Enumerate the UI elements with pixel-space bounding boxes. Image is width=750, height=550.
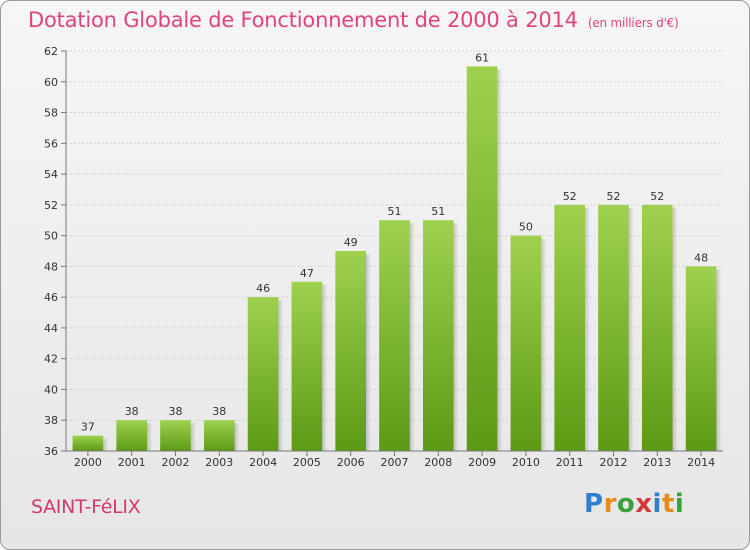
logo-letter: t <box>661 489 675 519</box>
bar <box>554 204 586 451</box>
bar-shadow <box>234 423 240 451</box>
bar <box>510 235 542 451</box>
logo-letter: i <box>652 489 662 519</box>
bar-layer: 37 38 38 38 46 47 49 51 51 61 50 52 52 52 48 <box>72 51 722 451</box>
bar <box>641 204 673 451</box>
bar-shadow <box>278 300 284 451</box>
chart-title-text: Dotation Globale de Fonctionnement de 20… <box>28 8 578 32</box>
x-tick-label: 2001 <box>118 456 146 469</box>
y-tick-label: 38 <box>44 414 58 427</box>
bar <box>466 66 498 451</box>
y-tick-label: 60 <box>44 76 58 89</box>
y-tick-label: 46 <box>44 291 58 304</box>
bar-shadow <box>628 207 634 451</box>
y-tick-label: 40 <box>44 383 58 396</box>
x-tick-label: 2002 <box>162 456 190 469</box>
bar <box>160 420 191 451</box>
bar <box>72 435 104 451</box>
bar <box>203 420 235 451</box>
x-tick-label: 2008 <box>424 456 452 469</box>
data-label: 61 <box>475 51 489 64</box>
y-tick-label: 50 <box>44 230 58 243</box>
bar <box>247 297 279 451</box>
y-tick-label: 62 <box>44 45 58 58</box>
x-tick-label: 2009 <box>468 456 496 469</box>
bar-shadow <box>453 223 459 451</box>
data-label: 52 <box>650 190 664 203</box>
x-tick-label: 2011 <box>556 456 584 469</box>
x-tick-label: 2006 <box>337 456 365 469</box>
data-label: 51 <box>388 205 402 218</box>
data-label: 49 <box>344 236 358 249</box>
logo-letter: o <box>616 489 636 519</box>
bar <box>685 266 717 451</box>
bar <box>291 281 323 451</box>
bar <box>116 420 148 451</box>
bar <box>598 204 629 451</box>
bar <box>335 251 367 451</box>
bar-shadow <box>672 207 678 451</box>
data-label: 51 <box>431 205 445 218</box>
bar <box>422 220 454 451</box>
bar-shadow <box>409 223 415 451</box>
x-tick-label: 2014 <box>687 456 715 469</box>
bar-shadow <box>190 423 196 451</box>
x-tick-label: 2013 <box>643 456 671 469</box>
x-tick-label: 2003 <box>205 456 233 469</box>
y-tick-label: 42 <box>44 353 58 366</box>
logo-letter: i <box>674 489 685 519</box>
bar-shadow <box>103 438 109 451</box>
bar-shadow <box>716 269 722 451</box>
data-label: 37 <box>81 421 95 434</box>
y-tick-label: 44 <box>44 322 58 335</box>
data-label: 46 <box>256 282 270 295</box>
axis-layer: 36 38 40 42 44 46 48 50 52 54 56 58 60 62 2000 2001 2002… <box>44 45 723 469</box>
commune-name: SAINT-FéLIX <box>31 496 141 518</box>
logo-letter: r <box>603 489 617 519</box>
bar-shadow <box>147 423 153 451</box>
bar-shadow <box>366 254 372 451</box>
data-label: 47 <box>300 267 314 280</box>
y-tick-label: 48 <box>44 260 58 273</box>
logo-letter: x <box>635 489 653 519</box>
data-label: 38 <box>212 405 226 418</box>
y-tick-label: 56 <box>44 137 58 150</box>
logo-letter: P <box>584 489 604 519</box>
data-label: 48 <box>694 251 708 264</box>
bar-shadow <box>541 238 547 451</box>
bar-shadow <box>322 284 328 451</box>
data-label: 52 <box>563 190 577 203</box>
proxiti-logo: Proxiti <box>584 489 684 519</box>
y-tick-label: 52 <box>44 199 58 212</box>
x-tick-label: 2012 <box>600 456 628 469</box>
x-tick-label: 2005 <box>293 456 321 469</box>
bar-shadow <box>497 69 503 451</box>
x-tick-label: 2010 <box>512 456 540 469</box>
x-tick-label: 2000 <box>74 456 102 469</box>
y-tick-label: 58 <box>44 107 58 120</box>
y-tick-label: 54 <box>44 168 58 181</box>
chart-title: Dotation Globale de Fonctionnement de 20… <box>28 8 679 32</box>
data-label: 38 <box>169 405 183 418</box>
data-label: 50 <box>519 221 533 234</box>
x-tick-label: 2007 <box>381 456 409 469</box>
bar <box>379 220 410 451</box>
data-label: 38 <box>125 405 139 418</box>
x-tick-label: 2004 <box>249 456 277 469</box>
data-label: 52 <box>607 190 621 203</box>
chart-subtitle: (en milliers d'€) <box>587 16 679 30</box>
y-tick-label: 36 <box>44 445 58 458</box>
bar-shadow <box>585 207 591 451</box>
